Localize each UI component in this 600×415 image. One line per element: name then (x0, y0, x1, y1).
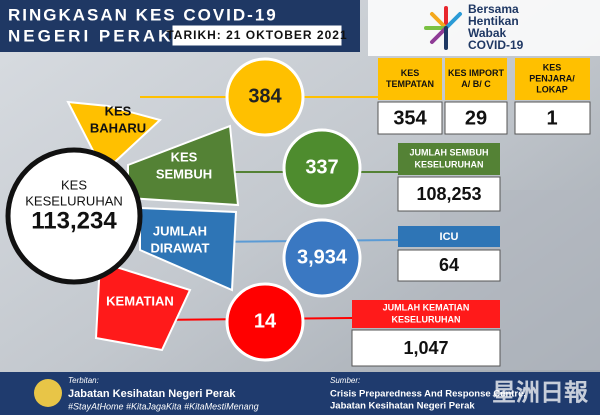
breakdown-value: 29 (465, 107, 487, 129)
total-label: KES (61, 177, 87, 192)
footer-band (0, 372, 600, 415)
total-circle (5, 147, 143, 285)
segment-label: KES (171, 149, 198, 164)
recovered-label: JUMLAH SEMBUH (409, 147, 488, 157)
value-circle (225, 282, 305, 362)
logo-text: COVID-19 (468, 38, 524, 52)
total-label: KESELURUHAN (25, 193, 123, 208)
breakdown-label: LOKAP (536, 84, 568, 94)
logo-text: Hentikan (468, 14, 519, 28)
icu-label: ICU (440, 231, 459, 243)
segment-value: 3,934 (297, 246, 348, 268)
header-box (515, 58, 590, 100)
segment-new (66, 100, 163, 174)
value-box (351, 329, 501, 367)
segment-treated (139, 206, 238, 292)
recovered-label: KESELURUHAN (414, 159, 483, 169)
breakdown-label: TEMPATAN (386, 79, 434, 89)
source-label: Sumber: (330, 376, 360, 385)
segment-value: 337 (305, 156, 338, 178)
header-box (352, 300, 500, 328)
segment-label: JUMLAH (153, 223, 207, 238)
header-box (378, 58, 442, 100)
value-box (397, 176, 501, 212)
value-box (377, 101, 443, 135)
date-box (171, 24, 343, 47)
hashtags: #StayAtHome #KitaJagaKita #KitaMestiMena… (68, 401, 259, 411)
crest (34, 379, 62, 407)
logo-panel (368, 0, 600, 56)
deaths-label: KESELURUHAN (391, 314, 460, 324)
breakdown-label: A/ B/ C (461, 79, 491, 89)
value-box (444, 101, 508, 135)
breakdown-label: PENJARA/ (529, 73, 575, 83)
segment-deaths (94, 260, 192, 352)
segment-label: KEMATIAN (106, 293, 174, 308)
header-box (445, 58, 507, 100)
logo-text: Bersama (468, 2, 519, 16)
publisher-label: Terbitan: (68, 376, 99, 385)
logo-icon (424, 6, 462, 50)
value-circle (282, 218, 362, 298)
segment-label: DIRAWAT (151, 240, 210, 255)
recovered-value: 108,253 (416, 184, 481, 204)
total-value: 113,234 (31, 207, 117, 234)
breakdown-value: 1 (546, 107, 557, 129)
segment-label: SEMBUH (156, 166, 212, 181)
breakdown-value: 354 (393, 107, 427, 129)
source: Crisis Preparedness And Response Centre, (330, 389, 526, 400)
value-circle (225, 57, 305, 137)
publisher: Jabatan Kesihatan Negeri Perak (68, 388, 236, 400)
logo-text: Wabak (468, 26, 507, 40)
header-box (398, 143, 500, 175)
watermark: 星洲日報 (492, 379, 589, 406)
segment-value: 384 (248, 85, 282, 107)
segment-value: 14 (254, 310, 277, 332)
value-box (397, 249, 501, 282)
value-circle (282, 128, 362, 208)
breakdown-label: KES (401, 68, 420, 78)
value-box (514, 101, 591, 135)
icu-value: 64 (439, 255, 459, 275)
segment-label: BAHARU (90, 120, 146, 135)
deaths-value: 1,047 (403, 338, 448, 358)
deaths-label: JUMLAH KEMATIAN (383, 302, 470, 312)
source: Jabatan Kesihatan Negeri Perak (330, 401, 475, 412)
breakdown-label: KES (543, 62, 562, 72)
date: TARIKH: 21 OKTOBER 2021 (166, 28, 347, 42)
breakdown-label: KES IMPORT (448, 68, 505, 78)
title: RINGKASAN KES COVID-19 (8, 5, 278, 24)
header-box (398, 226, 500, 247)
segment-label: KES (105, 103, 132, 118)
title: NEGERI PERAK (8, 26, 173, 45)
